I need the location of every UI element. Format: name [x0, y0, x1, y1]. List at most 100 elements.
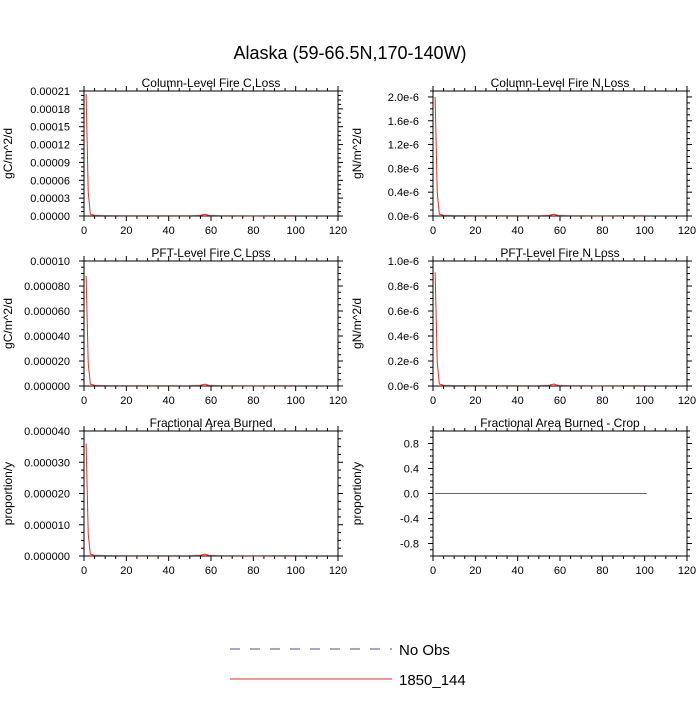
y-tick-label: 0.8e-6 [388, 281, 419, 293]
y-tick-label: 0.0e-6 [388, 211, 419, 223]
series-line-1 [434, 272, 645, 387]
y-tick-label: 0.000020 [24, 489, 70, 501]
y-tick-label: 0.00000 [30, 211, 70, 223]
y-tick-label: 0.00006 [30, 175, 70, 187]
panel-title: Fractional Area Burned - Crop [480, 416, 640, 430]
x-tick-label: 120 [329, 565, 347, 577]
x-tick-label: 80 [247, 225, 259, 237]
series-line-1 [85, 275, 296, 387]
panel-title: PFT-Level Fire C Loss [151, 246, 270, 260]
legend-label-no-obs: No Obs [399, 642, 450, 659]
series-line-1 [434, 96, 645, 217]
x-tick-label: 100 [286, 395, 304, 407]
x-tick-label: 80 [596, 225, 608, 237]
y-tick-label: 0.00015 [30, 122, 70, 134]
x-tick-label: 20 [120, 225, 132, 237]
y-axis-label: proportion/y [1, 462, 15, 525]
x-tick-label: 120 [329, 225, 347, 237]
figure-title: Alaska (59-66.5N,170-140W) [233, 43, 466, 63]
x-tick-label: 20 [120, 565, 132, 577]
x-tick-label: 20 [469, 395, 481, 407]
x-tick-label: 40 [512, 395, 524, 407]
y-tick-label: 0.00018 [30, 104, 70, 116]
legend: No Obs 1850_144 [230, 642, 466, 689]
y-tick-label: 1.2e-6 [388, 140, 419, 152]
y-tick-label: 0.000060 [24, 306, 70, 318]
panel-1: Column-Level Fire C Loss gC/m^2/d 0 20 40 60 8… [1, 76, 347, 237]
x-tick-label: 80 [596, 565, 608, 577]
series-line-1 [85, 443, 296, 557]
x-tick-label: 100 [635, 395, 653, 407]
x-tick-label: 40 [163, 395, 175, 407]
y-tick-label: 0.000030 [24, 457, 70, 469]
x-tick-label: 0 [430, 565, 436, 577]
y-tick-label: 0.8 [404, 439, 419, 451]
x-tick-label: 100 [635, 225, 653, 237]
y-tick-label: 1.6e-6 [388, 116, 419, 128]
plot-frame [83, 430, 339, 557]
x-tick-label: 60 [205, 395, 217, 407]
panel-6: Fractional Area Burned - Crop proportion/… [350, 416, 696, 577]
y-tick-label: 0.000040 [24, 331, 70, 343]
y-tick-label: 2.0e-6 [388, 92, 419, 104]
y-tick-label: -0.4 [400, 514, 419, 526]
x-tick-label: 60 [554, 225, 566, 237]
y-tick-label: 0.000000 [24, 381, 70, 393]
x-tick-label: 60 [554, 395, 566, 407]
y-tick-label: 0.8e-6 [388, 163, 419, 175]
x-tick-label: 120 [329, 395, 347, 407]
x-tick-label: 0 [81, 225, 87, 237]
legend-label-1850-144: 1850_144 [399, 672, 466, 689]
x-tick-label: 120 [678, 565, 696, 577]
y-tick-label: 0.00010 [30, 256, 70, 268]
y-tick-label: 0.2e-6 [388, 356, 419, 368]
x-tick-label: 40 [163, 225, 175, 237]
x-tick-label: 120 [678, 225, 696, 237]
panel-title: Column-Level Fire N Loss [491, 76, 630, 90]
x-tick-label: 100 [286, 565, 304, 577]
y-tick-label: 0.000010 [24, 520, 70, 532]
y-tick-label: 1.0e-6 [388, 256, 419, 268]
panel-5: Fractional Area Burned proportion/y 0 20 40 6… [1, 416, 347, 577]
x-tick-label: 40 [512, 225, 524, 237]
y-tick-label: 0.6e-6 [388, 306, 419, 318]
panel-2: Column-Level Fire N Loss gN/m^2/d 0 20 40 60 8… [350, 76, 696, 237]
panel-3: PFT-Level Fire C Loss gC/m^2/d 0 20 40 60 80 10… [1, 246, 347, 407]
x-tick-label: 80 [596, 395, 608, 407]
y-tick-label: 0.00012 [30, 140, 70, 152]
x-tick-label: 40 [163, 565, 175, 577]
y-tick-label: 0.000000 [24, 551, 70, 563]
x-tick-label: 0 [430, 395, 436, 407]
y-tick-label: -0.8 [400, 539, 419, 551]
panel-title: PFT-Level Fire N Loss [500, 246, 619, 260]
y-tick-label: 0.00021 [30, 86, 70, 98]
x-tick-label: 60 [554, 565, 566, 577]
y-tick-label: 0.00009 [30, 157, 70, 169]
x-tick-label: 60 [205, 225, 217, 237]
plot-frame [83, 90, 339, 217]
y-tick-label: 0.4e-6 [388, 331, 419, 343]
x-tick-label: 0 [430, 225, 436, 237]
x-tick-label: 20 [120, 395, 132, 407]
series-line-1 [85, 93, 296, 217]
y-tick-label: 0.000020 [24, 356, 70, 368]
y-axis-label: proportion/y [350, 462, 364, 525]
y-tick-label: 0.0 [404, 489, 419, 501]
y-axis-label: gN/m^2/d [350, 298, 364, 349]
y-axis-label: gC/m^2/d [1, 128, 15, 179]
panel-title: Fractional Area Burned [150, 416, 273, 430]
x-tick-label: 120 [678, 395, 696, 407]
x-tick-label: 20 [469, 565, 481, 577]
panel-4: PFT-Level Fire N Loss gN/m^2/d 0 20 40 60 80 10… [350, 246, 696, 407]
plot-frame [432, 260, 688, 387]
y-tick-label: 0.4e-6 [388, 187, 419, 199]
x-tick-label: 40 [512, 565, 524, 577]
x-tick-label: 80 [247, 565, 259, 577]
x-tick-label: 100 [286, 225, 304, 237]
y-tick-label: 0.000040 [24, 426, 70, 438]
x-tick-label: 100 [635, 565, 653, 577]
y-tick-label: 0.00003 [30, 193, 70, 205]
y-axis-label: gN/m^2/d [350, 128, 364, 179]
panel-title: Column-Level Fire C Loss [142, 76, 281, 90]
